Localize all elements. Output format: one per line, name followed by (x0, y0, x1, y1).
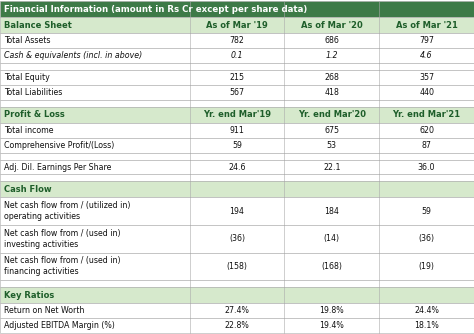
Text: 215: 215 (229, 73, 245, 82)
Bar (0, 48, 474, 63)
Bar (0, 123, 474, 138)
Bar (0, 1, 474, 17)
Text: (168): (168) (321, 262, 342, 271)
Text: Yr. end Mar'20: Yr. end Mar'20 (298, 110, 366, 119)
Text: Comprehensive Profit/(Loss): Comprehensive Profit/(Loss) (4, 141, 114, 150)
Text: Financial Information (amount in Rs Cr except per share data): Financial Information (amount in Rs Cr e… (4, 5, 307, 14)
Text: 24.6: 24.6 (228, 163, 246, 171)
Bar (0, 225, 474, 253)
Text: 782: 782 (229, 36, 245, 45)
Text: 24.4%: 24.4% (414, 306, 439, 315)
Bar (0, 160, 474, 174)
Text: 19.8%: 19.8% (319, 306, 344, 315)
Bar (0, 100, 474, 107)
Text: Yr. end Mar'21: Yr. end Mar'21 (392, 110, 461, 119)
Text: 18.1%: 18.1% (414, 321, 439, 330)
Bar (0, 138, 474, 153)
Text: 59: 59 (232, 141, 242, 150)
Text: 36.0: 36.0 (418, 163, 435, 171)
Text: Net cash flow from / (used in)
financing activities: Net cash flow from / (used in) financing… (4, 257, 120, 276)
Text: As of Mar '21: As of Mar '21 (396, 21, 457, 30)
Text: Adj. Dil. Earnings Per Share: Adj. Dil. Earnings Per Share (4, 163, 111, 171)
Bar (0, 303, 474, 318)
Bar (0, 181, 474, 197)
Text: 59: 59 (422, 207, 431, 216)
Text: 22.1: 22.1 (323, 163, 340, 171)
Bar (0, 280, 474, 287)
Text: 53: 53 (327, 141, 337, 150)
Text: 440: 440 (419, 88, 434, 97)
Text: Return on Net Worth: Return on Net Worth (4, 306, 84, 315)
Text: 797: 797 (419, 36, 434, 45)
Text: Cash & equivalents (incl. in above): Cash & equivalents (incl. in above) (4, 51, 142, 60)
Text: 22.8%: 22.8% (225, 321, 249, 330)
Text: (158): (158) (227, 262, 247, 271)
Bar (0, 253, 474, 280)
Text: 27.4%: 27.4% (225, 306, 249, 315)
Text: (19): (19) (419, 262, 435, 271)
Text: Profit & Loss: Profit & Loss (4, 110, 65, 119)
Text: Key Ratios: Key Ratios (4, 291, 54, 300)
Text: 194: 194 (229, 207, 245, 216)
Text: 567: 567 (229, 88, 245, 97)
Text: 418: 418 (324, 88, 339, 97)
Bar (0, 17, 474, 33)
Text: Net cash flow from / (used in)
investing activities: Net cash flow from / (used in) investing… (4, 229, 120, 249)
Text: (36): (36) (229, 234, 245, 243)
Text: Balance Sheet: Balance Sheet (4, 21, 72, 30)
Text: Total Liabilities: Total Liabilities (4, 88, 63, 97)
Text: 19.4%: 19.4% (319, 321, 344, 330)
Text: Adjusted EBITDA Margin (%): Adjusted EBITDA Margin (%) (4, 321, 115, 330)
Text: Cash Flow: Cash Flow (4, 185, 52, 194)
Bar (0, 70, 474, 85)
Text: 911: 911 (229, 126, 245, 135)
Text: 87: 87 (422, 141, 431, 150)
Text: 686: 686 (324, 36, 339, 45)
Text: As of Mar '19: As of Mar '19 (206, 21, 268, 30)
Text: Total Equity: Total Equity (4, 73, 50, 82)
Text: Yr. end Mar'19: Yr. end Mar'19 (203, 110, 271, 119)
Text: (14): (14) (324, 234, 340, 243)
Bar (0, 63, 474, 70)
Bar (0, 153, 474, 160)
Text: Total Assets: Total Assets (4, 36, 51, 45)
Text: 620: 620 (419, 126, 434, 135)
Text: 357: 357 (419, 73, 434, 82)
Bar (0, 287, 474, 303)
Bar (0, 174, 474, 181)
Bar (0, 33, 474, 48)
Text: 184: 184 (324, 207, 339, 216)
Bar (0, 85, 474, 100)
Text: As of Mar '20: As of Mar '20 (301, 21, 363, 30)
Bar (0, 318, 474, 333)
Bar (0, 107, 474, 123)
Text: 1.2: 1.2 (326, 51, 338, 60)
Text: 0.1: 0.1 (231, 51, 243, 60)
Text: 4.6: 4.6 (420, 51, 433, 60)
Text: (36): (36) (419, 234, 435, 243)
Text: Total income: Total income (4, 126, 54, 135)
Bar (0, 197, 474, 225)
Text: Net cash flow from / (utilized in)
operating activities: Net cash flow from / (utilized in) opera… (4, 201, 130, 221)
Text: 268: 268 (324, 73, 339, 82)
Text: 675: 675 (324, 126, 339, 135)
